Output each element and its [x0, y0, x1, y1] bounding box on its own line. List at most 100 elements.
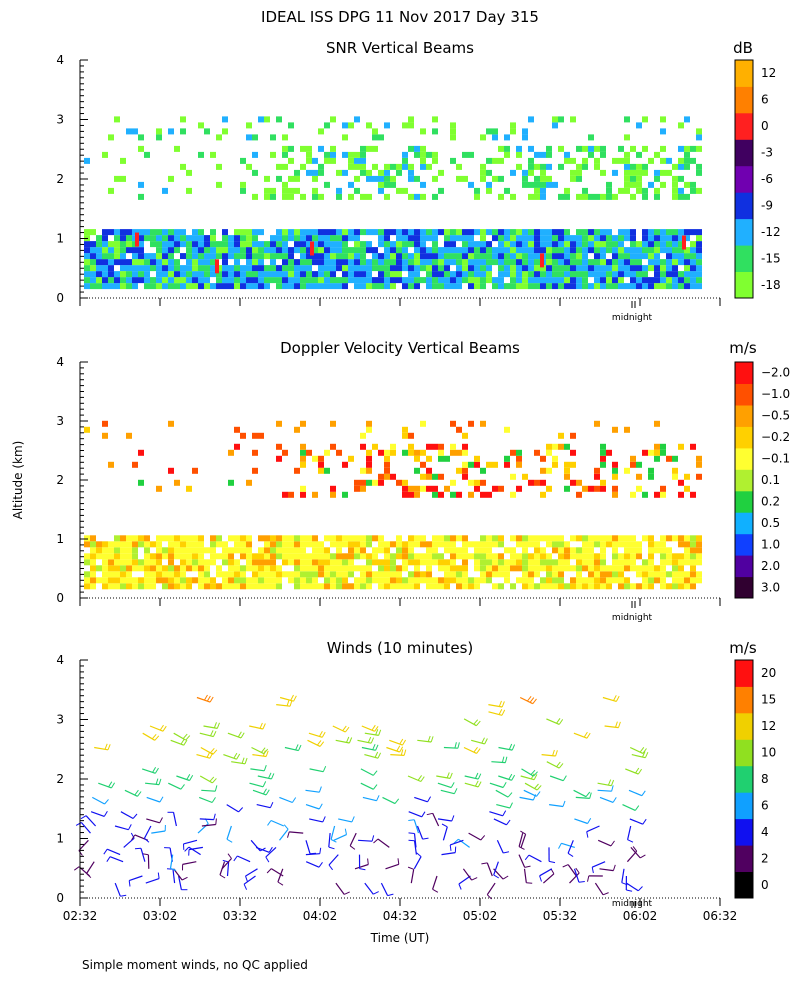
- snr-cell: [90, 247, 96, 253]
- doppler-cell: [582, 577, 588, 583]
- doppler-cell: [222, 547, 228, 553]
- snr-cell: [660, 283, 666, 289]
- doppler-cell: [486, 541, 492, 547]
- snr-cell: [294, 170, 300, 176]
- y-tick-label: 3: [56, 414, 64, 428]
- snr-cell: [366, 247, 372, 253]
- doppler-cell: [600, 450, 606, 456]
- snr-cell: [150, 235, 156, 241]
- doppler-cell: [462, 535, 468, 541]
- doppler-cell: [654, 547, 660, 553]
- wind-barb-flag: [559, 763, 563, 768]
- doppler-cell: [348, 541, 354, 547]
- doppler-cell: [576, 535, 582, 541]
- snr-cell: [342, 152, 348, 158]
- doppler-cell: [582, 541, 588, 547]
- doppler-cell: [498, 571, 504, 577]
- wind-barb: [438, 819, 452, 821]
- doppler-cell: [456, 492, 462, 498]
- snr-cell: [552, 271, 558, 277]
- snr-cell: [438, 259, 444, 265]
- doppler-cell: [378, 583, 384, 589]
- doppler-cell: [228, 535, 234, 541]
- wind-barb-flag: [485, 739, 488, 744]
- doppler-cell: [210, 535, 216, 541]
- doppler-cell: [696, 547, 702, 553]
- doppler-cell: [330, 421, 336, 427]
- snr-cell: [396, 164, 402, 170]
- snr-cell: [330, 116, 336, 122]
- doppler-cell: [462, 565, 468, 571]
- doppler-cell: [186, 486, 192, 492]
- snr-cell: [630, 146, 636, 152]
- snr-cell: [294, 277, 300, 283]
- snr-cell: [642, 116, 648, 122]
- doppler-cell: [552, 535, 558, 541]
- snr-cell: [168, 176, 174, 182]
- snr-cell: [312, 235, 318, 241]
- doppler-cell: [114, 535, 120, 541]
- wind-barb-flag: [155, 736, 159, 741]
- snr-cell: [654, 253, 660, 259]
- doppler-cell: [552, 456, 558, 462]
- snr-cell: [468, 241, 474, 247]
- doppler-cell: [90, 535, 96, 541]
- snr-cell: [270, 253, 276, 259]
- snr-cell: [288, 259, 294, 265]
- wind-barb-flag: [320, 848, 321, 854]
- wind-barb: [490, 783, 503, 787]
- wind-barb: [543, 874, 554, 883]
- snr-cell: [588, 134, 594, 140]
- snr-cell: [366, 229, 372, 235]
- wind-barb: [540, 869, 552, 876]
- doppler-cell: [162, 583, 168, 589]
- snr-cell: [288, 265, 294, 271]
- snr-cell: [450, 229, 456, 235]
- doppler-cell: [654, 444, 660, 450]
- snr-cell: [324, 259, 330, 265]
- snr-cell: [270, 194, 276, 200]
- snr-cell: [408, 170, 414, 176]
- snr-cell: [168, 229, 174, 235]
- doppler-cell: [648, 474, 654, 480]
- snr-cell: [396, 235, 402, 241]
- wind-barb: [598, 790, 612, 791]
- doppler-cell: [264, 571, 270, 577]
- y-tick-label: 2: [56, 172, 64, 186]
- doppler-cell: [372, 547, 378, 553]
- snr-cell: [528, 235, 534, 241]
- doppler-cell: [114, 541, 120, 547]
- snr-cell: [318, 164, 324, 170]
- snr-cell: [366, 122, 372, 128]
- doppler-cell: [264, 577, 270, 583]
- snr-cell: [198, 277, 204, 283]
- snr-cell: [642, 170, 648, 176]
- doppler-cell: [396, 535, 402, 541]
- snr-cell: [480, 229, 486, 235]
- snr-cell: [582, 247, 588, 253]
- snr-cell: [132, 265, 138, 271]
- snr-cell: [558, 259, 564, 265]
- doppler-cell: [138, 450, 144, 456]
- wind-barb-flag: [613, 865, 615, 871]
- doppler-cell: [522, 583, 528, 589]
- snr-cell: [546, 247, 552, 253]
- snr-cell: [384, 235, 390, 241]
- doppler-cell: [180, 541, 186, 547]
- snr-cell: [408, 229, 414, 235]
- doppler-cell: [450, 565, 456, 571]
- doppler-cell: [456, 547, 462, 553]
- doppler-cell: [576, 565, 582, 571]
- colorbar-label: 2.0: [761, 559, 780, 573]
- y-tick-label: 1: [56, 832, 64, 846]
- y-axis-label: Altitude (km): [11, 441, 25, 520]
- snr-cell: [516, 271, 522, 277]
- wind-barb-flag: [329, 865, 333, 870]
- snr-cell: [162, 277, 168, 283]
- snr-cell: [384, 253, 390, 259]
- snr-cell: [672, 235, 678, 241]
- wind-barb: [381, 883, 387, 896]
- snr-cell: [336, 265, 342, 271]
- doppler-cell: [288, 559, 294, 565]
- wind-barb: [338, 819, 352, 822]
